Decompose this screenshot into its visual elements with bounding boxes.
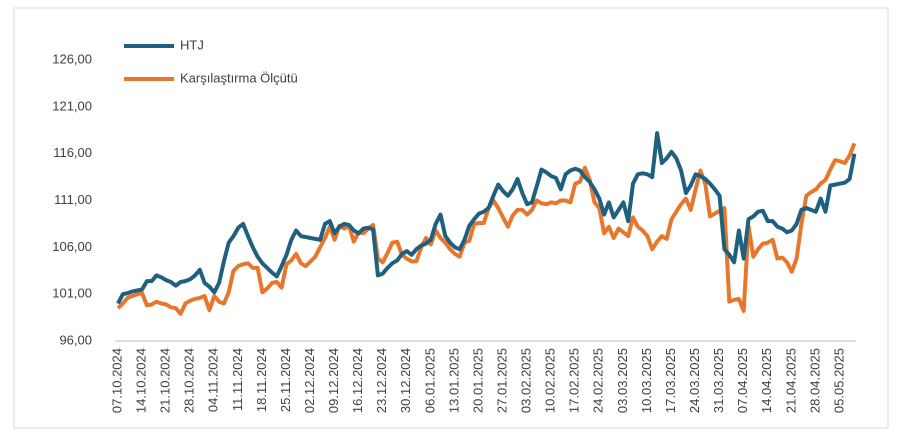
x-tick-label: 18.11.2024	[254, 348, 269, 412]
y-tick-label: 111,00	[54, 192, 92, 207]
y-tick-label: 106,00	[52, 239, 92, 254]
x-tick-label: 21.10.2024	[158, 348, 173, 413]
x-tick-label: 21.04.2025	[783, 348, 798, 413]
y-tick-label: 96,00	[59, 332, 92, 347]
x-tick-label: 17.03.2025	[663, 348, 678, 413]
x-tick-label: 07.04.2025	[735, 348, 750, 413]
x-tick-label: 24.02.2025	[591, 348, 606, 413]
legend-label: Karşılaştırma Ölçütü	[180, 70, 298, 85]
x-tick-label: 10.03.2025	[639, 348, 654, 413]
x-tick-label: 28.10.2024	[182, 348, 197, 413]
x-tick-label: 02.12.2024	[302, 348, 317, 413]
x-tick-label: 06.01.2025	[422, 348, 437, 413]
y-tick-label: 121,00	[52, 98, 92, 113]
x-tick-label: 14.04.2025	[759, 348, 774, 413]
y-tick-label: 116,00	[53, 145, 92, 160]
x-tick-label: 23.12.2024	[374, 348, 389, 413]
x-tick-label: 03.02.2025	[519, 348, 534, 413]
x-tick-label: 13.01.2025	[446, 348, 461, 413]
y-tick-label: 126,00	[52, 51, 92, 66]
x-tick-label: 10.02.2025	[543, 348, 558, 413]
x-tick-label: 25.11.2024	[278, 348, 293, 412]
x-tick-label: 27.01.2025	[494, 348, 509, 413]
x-tick-label: 09.12.2024	[326, 348, 341, 413]
x-tick-label: 11.11.2024	[230, 348, 245, 411]
series-line	[116, 131, 857, 305]
x-tick-label: 28.04.2025	[807, 348, 822, 413]
x-tick-label: 16.12.2024	[350, 348, 365, 413]
x-tick-label: 17.02.2025	[567, 348, 582, 413]
x-tick-label: 30.12.2024	[398, 348, 413, 413]
x-tick-label: 14.10.2024	[134, 348, 149, 413]
legend-label: HTJ	[180, 37, 204, 52]
x-tick-label: 07.10.2024	[109, 348, 124, 413]
x-tick-label: 24.03.2025	[687, 348, 702, 413]
series-line	[116, 142, 857, 316]
x-tick-label: 04.11.2024	[206, 348, 221, 412]
x-tick-label: 20.01.2025	[470, 348, 485, 413]
x-tick-label: 05.05.2025	[831, 348, 846, 413]
x-tick-label: 03.03.2025	[615, 348, 630, 413]
x-tick-label: 31.03.2025	[711, 348, 726, 413]
y-tick-label: 101,00	[52, 286, 92, 301]
